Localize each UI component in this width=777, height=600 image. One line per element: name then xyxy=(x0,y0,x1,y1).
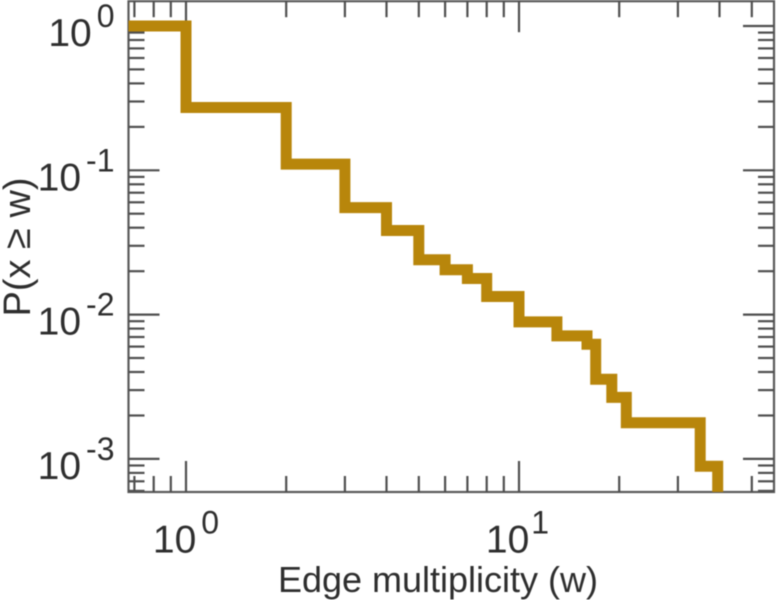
svg-text:Edge multiplicity (w): Edge multiplicity (w) xyxy=(278,559,598,600)
svg-text:P(x ≥ w): P(x ≥ w) xyxy=(0,177,39,316)
